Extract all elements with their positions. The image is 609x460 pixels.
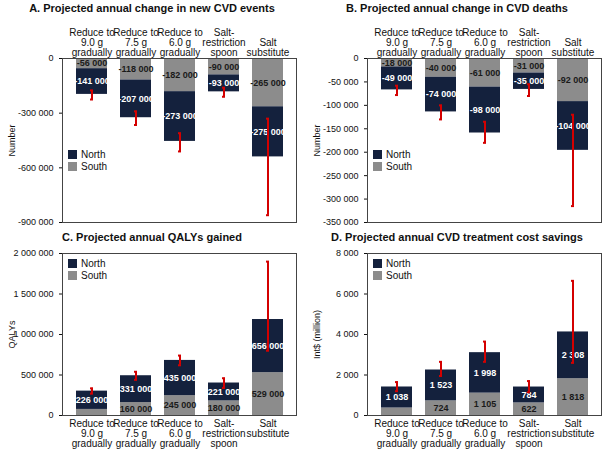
- svg-text:2 000: 2 000: [336, 370, 359, 380]
- html-text:C. Projected annual QALYs gain: C. Projected annual QALYs gained: [62, 231, 242, 243]
- svg-text:Saltsubstitute: Saltsubstitute: [247, 37, 290, 58]
- svg-text:6 000: 6 000: [336, 289, 359, 299]
- html-text:South: South: [81, 270, 108, 281]
- svg-text:Salt-restrictionspoon: Salt-restrictionspoon: [507, 27, 550, 58]
- svg-text:2 000 000: 2 000 000: [13, 248, 53, 258]
- svg-text:QALYs: QALYs: [7, 320, 17, 348]
- svg-text:1 818: 1 818: [562, 392, 585, 402]
- svg-text:Reduce to6.0 ggradually: Reduce to6.0 ggradually: [462, 27, 508, 58]
- svg-text:-61 000: -61 000: [470, 68, 501, 78]
- svg-text:226 000: 226 000: [76, 395, 109, 405]
- svg-text:Salt-restrictionspoon: Salt-restrictionspoon: [202, 418, 245, 449]
- svg-text:-31 000: -31 000: [514, 61, 545, 71]
- html-text:North: North: [386, 258, 411, 269]
- svg-text:Reduce to7.5 ggradually: Reduce to7.5 ggradually: [113, 418, 159, 449]
- svg-text:Reduce to6.0 ggradually: Reduce to6.0 ggradually: [157, 27, 203, 58]
- svg-text:Reduce to9.0 ggradually: Reduce to9.0 ggradually: [374, 27, 420, 58]
- svg-text:1 500 000: 1 500 000: [13, 289, 53, 299]
- svg-text:-150 000: -150 000: [323, 124, 359, 134]
- svg-text:-141 000: -141 000: [74, 76, 110, 86]
- svg-text:1 105: 1 105: [474, 399, 497, 409]
- svg-text:-104 000: -104 000: [555, 120, 591, 131]
- svg-text:-275 000: -275 000: [250, 126, 286, 137]
- html-text:B. Projected annual change in: B. Projected annual change in CVD deaths: [346, 2, 568, 14]
- svg-text:Salt-restrictionspoon: Salt-restrictionspoon: [507, 418, 550, 449]
- svg-text:Reduce to9.0 ggradually: Reduce to9.0 ggradually: [374, 418, 420, 449]
- svg-text:784: 784: [521, 390, 536, 400]
- svg-text:-98 000: -98 000: [470, 105, 501, 115]
- html-text:South: South: [81, 161, 108, 173]
- svg-text:435 000: 435 000: [164, 373, 197, 383]
- svg-text:-265 000: -265 000: [250, 78, 286, 88]
- svg-text:-350 000: -350 000: [323, 217, 359, 227]
- svg-text:529 000: 529 000: [252, 389, 285, 399]
- svg-text:Saltsubstitute: Saltsubstitute: [552, 37, 595, 58]
- svg-text:-50 000: -50 000: [328, 77, 359, 87]
- svg-text:2 308: 2 308: [561, 350, 585, 361]
- svg-text:Int$ (million): Int$ (million): [312, 310, 322, 359]
- svg-text:724: 724: [433, 403, 448, 413]
- svg-text:Number: Number: [312, 124, 322, 156]
- svg-text:Salt-restrictionspoon: Salt-restrictionspoon: [202, 27, 245, 58]
- svg-text:Reduce to7.5 ggradually: Reduce to7.5 ggradually: [418, 418, 464, 449]
- svg-text:-300 000: -300 000: [18, 108, 54, 118]
- svg-text:-49 000: -49 000: [382, 73, 413, 83]
- svg-text:1 038: 1 038: [386, 392, 409, 402]
- svg-text:Reduce to7.5 ggradually: Reduce to7.5 ggradually: [418, 27, 464, 58]
- svg-text:Reduce to9.0 ggradually: Reduce to9.0 ggradually: [69, 27, 115, 58]
- svg-text:-40 000: -40 000: [426, 63, 457, 73]
- svg-text:-300 000: -300 000: [323, 194, 359, 204]
- svg-text:-182 000: -182 000: [162, 70, 198, 80]
- svg-text:-900 000: -900 000: [18, 217, 54, 227]
- svg-text:Saltsubstitute: Saltsubstitute: [247, 418, 290, 439]
- svg-text:180 000: 180 000: [208, 403, 241, 413]
- html-text:D. Projected annual CVD treatm: D. Projected annual CVD treatment cost s…: [331, 231, 583, 243]
- svg-text:-250 000: -250 000: [323, 171, 359, 181]
- html-text:South: South: [386, 270, 413, 281]
- svg-text:-56 000: -56 000: [77, 58, 108, 68]
- svg-text:Reduce to6.0 ggradually: Reduce to6.0 ggradually: [157, 418, 203, 449]
- svg-text:-100 000: -100 000: [323, 100, 359, 110]
- html-text:North: North: [386, 149, 411, 161]
- svg-text:Reduce to9.0 ggradually: Reduce to9.0 ggradually: [69, 418, 115, 449]
- html-text:A. Projected annual change in: A. Projected annual change in new CVD ev…: [29, 2, 275, 14]
- svg-text:1 000 000: 1 000 000: [13, 329, 53, 339]
- svg-text:656 000: 656 000: [251, 341, 285, 351]
- svg-text:1 523: 1 523: [430, 380, 453, 390]
- svg-text:Reduce to6.0 ggradually: Reduce to6.0 ggradually: [462, 418, 508, 449]
- svg-text:0: 0: [48, 53, 53, 63]
- svg-text:-92 000: -92 000: [558, 75, 589, 85]
- svg-text:-207 000: -207 000: [118, 94, 154, 104]
- svg-text:-600 000: -600 000: [18, 163, 54, 173]
- html-text:South: South: [386, 161, 413, 173]
- svg-text:0: 0: [48, 410, 53, 420]
- svg-text:-18 000: -18 000: [382, 58, 413, 68]
- svg-text:622: 622: [521, 404, 536, 414]
- svg-text:8 000: 8 000: [336, 248, 359, 258]
- svg-text:4 000: 4 000: [336, 329, 359, 339]
- svg-text:-200 000: -200 000: [323, 147, 359, 157]
- svg-text:1 998: 1 998: [474, 368, 497, 378]
- svg-text:160 000: 160 000: [120, 404, 153, 414]
- svg-text:Saltsubstitute: Saltsubstitute: [552, 418, 595, 439]
- svg-text:-90 000: -90 000: [209, 62, 240, 72]
- svg-text:Reduce to7.5 ggradually: Reduce to7.5 ggradually: [113, 27, 159, 58]
- svg-text:500 000: 500 000: [21, 370, 54, 380]
- svg-text:0: 0: [353, 410, 358, 420]
- svg-text:-93 000: -93 000: [209, 78, 240, 88]
- svg-text:331 000: 331 000: [120, 384, 153, 394]
- svg-text:-35 000: -35 000: [514, 76, 545, 86]
- svg-text:221 000: 221 000: [208, 387, 241, 397]
- svg-text:0: 0: [353, 53, 358, 63]
- html-text:North: North: [81, 258, 106, 269]
- html-text:North: North: [81, 149, 106, 161]
- svg-text:-118 000: -118 000: [118, 64, 153, 74]
- svg-text:245 000: 245 000: [164, 400, 197, 410]
- svg-text:Number: Number: [7, 124, 17, 156]
- svg-text:-74 000: -74 000: [426, 89, 457, 99]
- svg-text:-273 000: -273 000: [162, 111, 198, 121]
